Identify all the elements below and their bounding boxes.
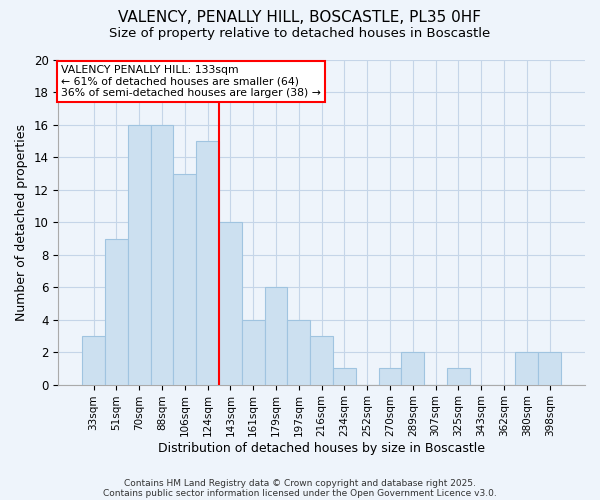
Bar bbox=[196, 141, 219, 384]
Bar bbox=[515, 352, 538, 384]
Bar bbox=[447, 368, 470, 384]
Text: Contains HM Land Registry data © Crown copyright and database right 2025.: Contains HM Land Registry data © Crown c… bbox=[124, 478, 476, 488]
Bar bbox=[242, 320, 265, 384]
Bar bbox=[105, 238, 128, 384]
Bar bbox=[538, 352, 561, 384]
X-axis label: Distribution of detached houses by size in Boscastle: Distribution of detached houses by size … bbox=[158, 442, 485, 455]
Bar bbox=[265, 287, 287, 384]
Bar bbox=[128, 125, 151, 384]
Bar bbox=[151, 125, 173, 384]
Bar bbox=[287, 320, 310, 384]
Bar bbox=[173, 174, 196, 384]
Text: Contains public sector information licensed under the Open Government Licence v3: Contains public sector information licen… bbox=[103, 488, 497, 498]
Text: Size of property relative to detached houses in Boscastle: Size of property relative to detached ho… bbox=[109, 28, 491, 40]
Text: VALENCY PENALLY HILL: 133sqm
← 61% of detached houses are smaller (64)
36% of se: VALENCY PENALLY HILL: 133sqm ← 61% of de… bbox=[61, 65, 321, 98]
Text: VALENCY, PENALLY HILL, BOSCASTLE, PL35 0HF: VALENCY, PENALLY HILL, BOSCASTLE, PL35 0… bbox=[119, 10, 482, 25]
Bar bbox=[310, 336, 333, 384]
Bar bbox=[401, 352, 424, 384]
Bar bbox=[333, 368, 356, 384]
Bar bbox=[82, 336, 105, 384]
Bar bbox=[219, 222, 242, 384]
Bar bbox=[379, 368, 401, 384]
Y-axis label: Number of detached properties: Number of detached properties bbox=[15, 124, 28, 321]
